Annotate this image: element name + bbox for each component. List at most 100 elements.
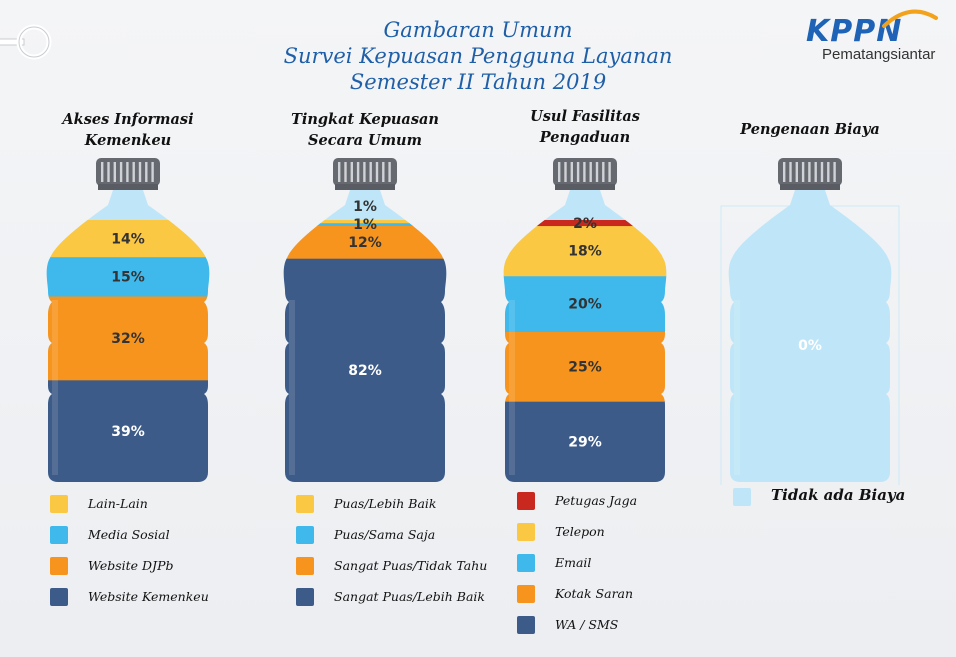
bottle-cap-ridge	[602, 162, 605, 182]
chart-title-biaya: Pengenaan Biaya	[720, 119, 900, 140]
bottle-chart-usul: 29% 25% 20% 18% 2%	[503, 158, 667, 482]
bottle-cap-ridge	[789, 162, 792, 182]
bottle-value-label: 2%	[573, 216, 597, 232]
bottle-cap-ridge	[583, 162, 586, 182]
legend-label: Website DJPb	[88, 558, 174, 573]
legend-swatch	[517, 616, 535, 634]
legend-item: Sangat Puas/Lebih Baik	[296, 588, 516, 619]
title-line-3: Semester II Tahun 2019	[349, 70, 607, 94]
bottle-segment-kotak-saran	[503, 331, 667, 402]
chart-title-kepuasan: Tingkat Kepuasan Secara Umum	[275, 109, 455, 151]
bottle-cap-ridge	[564, 162, 567, 182]
bottle-value-label: 12%	[348, 235, 382, 251]
bottle-highlight	[52, 300, 58, 475]
bottle-value-label: 14%	[111, 231, 145, 247]
bottle-segment-media-sosial	[46, 256, 210, 297]
bottle-cap-ridge	[119, 162, 123, 182]
bottle-segment-wa-sms	[503, 401, 667, 482]
bottle-empty-area	[728, 190, 892, 482]
bottle-cap-ridge	[126, 162, 129, 182]
bottle-segment-website-kemenkeu	[46, 379, 210, 482]
bottle-cap-ridge	[356, 162, 360, 182]
bottle-value-label: 82%	[348, 363, 382, 379]
bottle-cap-ridge	[595, 162, 599, 182]
kppn-logo: KPPN	[806, 14, 903, 49]
legend-label: Website Kemenkeu	[88, 589, 209, 604]
legend-label: Sangat Puas/Lebih Baik	[334, 589, 485, 604]
legend-swatch	[296, 588, 314, 606]
chart-title-akses-line-2: Kemenkeu	[84, 132, 172, 149]
bottle-value-label: 20%	[568, 297, 602, 313]
chart-title-usul-line-2: Pengaduan	[539, 129, 631, 146]
bottle-value-label: 1%	[353, 217, 377, 233]
bottle-cap-ridge	[338, 162, 341, 182]
legend-item: WA / SMS	[517, 616, 737, 647]
bottle-cap-ridge	[369, 162, 372, 182]
legend-label: Telepon	[555, 524, 605, 539]
legend-item: Puas/Lebih Baik	[296, 495, 516, 526]
bottle-cap-ridge	[101, 162, 104, 182]
bottle-highlight	[289, 300, 295, 475]
chart-title-biaya-line-1: Pengenaan Biaya	[740, 121, 880, 138]
title-line-2: Survei Kepuasan Pengguna Layanan	[283, 44, 673, 68]
legend-label: Email	[555, 555, 592, 570]
bottle-chart-biaya: 0%	[720, 158, 900, 485]
bottle-segment-sangat-puas-lebih-baik	[283, 258, 447, 482]
chart-title-akses-line-1: Akses Informasi	[62, 111, 194, 128]
bottle-cap-ridge	[363, 162, 366, 182]
bottle-value-label: 0%	[798, 338, 822, 354]
bottle-segment-telepon	[503, 225, 667, 277]
legend-swatch	[296, 526, 314, 544]
bottle-value-label: 25%	[568, 359, 602, 375]
legend-item: Kotak Saran	[517, 585, 737, 616]
legend-label: WA / SMS	[555, 617, 619, 632]
legend-label: Tidak ada Biaya	[771, 486, 906, 504]
bottle-cap-ridge	[783, 162, 786, 182]
bottle-cap-ridge	[375, 162, 379, 182]
legend-swatch	[517, 492, 535, 510]
chart-title-akses: Akses Informasi Kemenkeu	[38, 109, 218, 151]
bottle-chart-kepuasan: 82% 12% 1% 1%	[283, 158, 447, 482]
bottle-collar	[555, 184, 615, 190]
legend-swatch	[517, 554, 535, 572]
bottle-value-label: 39%	[111, 424, 145, 440]
legend-swatch	[50, 526, 68, 544]
legend-swatch	[296, 557, 314, 575]
legend-swatch	[517, 523, 535, 541]
bottle-cap-ridge	[801, 162, 805, 182]
bottle-cap-ridge	[827, 162, 830, 182]
legend-label: Puas/Lebih Baik	[334, 496, 437, 511]
bottle-cap-ridge	[833, 162, 836, 182]
legend-item: Telepon	[517, 523, 737, 554]
legend-label: Sangat Puas/Tidak Tahu	[334, 558, 488, 573]
legend-item: Sangat Puas/Tidak Tahu	[296, 557, 516, 588]
legend-label: Kotak Saran	[555, 586, 634, 601]
bottle-cap-ridge	[382, 162, 385, 182]
legend-swatch	[50, 588, 68, 606]
bottle-segment-puas-sama-saja	[283, 222, 447, 226]
legend-swatch	[50, 495, 68, 513]
bottle-cap-ridge	[808, 162, 811, 182]
bottle-highlight	[734, 300, 740, 475]
bottle-cap-ridge	[350, 162, 353, 182]
kppn-logo-subtext: Pematangsiantar	[822, 46, 936, 63]
bottle-value-label: 29%	[568, 435, 602, 451]
bottle-value-label: 32%	[111, 331, 145, 347]
legend-item: Website Kemenkeu	[50, 588, 270, 619]
legend-item: Lain-Lain	[50, 495, 270, 526]
bottle-cap-ridge	[570, 162, 573, 182]
chart-title-usul-line-1: Usul Fasilitas	[530, 108, 640, 125]
bottle-cap-ridge	[132, 162, 135, 182]
bottle-value-label: 18%	[568, 244, 602, 260]
legend-label: Petugas Jaga	[555, 493, 638, 508]
bottle-cap-ridge	[589, 162, 592, 182]
legend-label: Puas/Sama Saja	[334, 527, 436, 542]
legend-item: Tidak ada Biaya	[733, 486, 953, 519]
bottle-cap-ridge	[608, 162, 611, 182]
bottle-collar	[98, 184, 158, 190]
legend-item: Puas/Sama Saja	[296, 526, 516, 557]
chart-title-kepuasan-line-1: Tingkat Kepuasan	[291, 111, 439, 128]
chart-title-usul: Usul Fasilitas Pengaduan	[495, 106, 675, 148]
bottle-value-label: 15%	[111, 269, 145, 285]
decorative-ring-icon	[0, 24, 52, 60]
